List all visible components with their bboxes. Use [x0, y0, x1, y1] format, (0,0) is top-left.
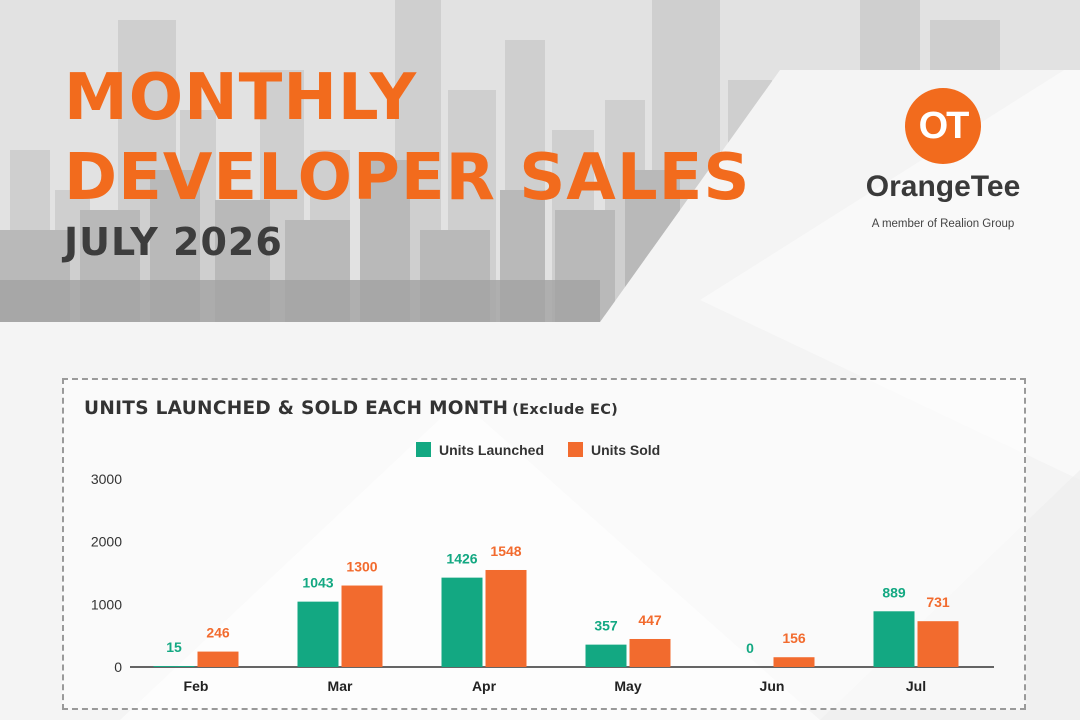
- chart-title-note: (Exclude EC): [512, 402, 619, 418]
- data-label: 447: [638, 612, 662, 628]
- bar-sold: [629, 638, 671, 667]
- bar-sold: [917, 621, 959, 667]
- bar-launched: [153, 666, 195, 667]
- data-label: 246: [206, 625, 230, 641]
- orangetee-logo: OT OrangeTee A member of Realion Group: [855, 88, 1035, 238]
- legend-swatch: [416, 442, 431, 457]
- title-line-2: DEVELOPER SALES: [64, 141, 751, 215]
- bar-launched: [441, 577, 483, 667]
- logo-name: OrangeTee: [865, 170, 1021, 203]
- legend-swatch: [568, 442, 583, 457]
- chart-title-text: UNITS LAUNCHED & SOLD EACH MONTH: [84, 398, 509, 419]
- data-label: 1548: [490, 543, 521, 559]
- bar-launched: [873, 611, 915, 667]
- data-label: 731: [926, 594, 950, 610]
- x-tick-label: Jun: [760, 678, 785, 694]
- x-tick-label: Mar: [328, 678, 353, 694]
- logo-tagline: A member of Realion Group: [871, 218, 1015, 230]
- data-label: 1300: [346, 559, 377, 575]
- chart-panel: UNITS LAUNCHED & SOLD EACH MONTH (Exclude…: [62, 378, 1026, 710]
- bar-chart: 0 1000 2000 3000 15 246 Feb 1043 1300 Mar 1426 1548…: [91, 442, 994, 694]
- legend-label: Units Launched: [439, 442, 544, 458]
- x-tick-label: May: [614, 678, 641, 694]
- x-tick-label: Feb: [184, 678, 209, 694]
- page-subtitle: JULY 2026: [64, 220, 283, 264]
- data-label: 889: [882, 584, 906, 600]
- y-tick-label: 0: [114, 659, 122, 675]
- data-label: 1426: [446, 551, 477, 567]
- legend-label: Units Sold: [591, 442, 660, 458]
- data-label: 15: [166, 639, 182, 655]
- bar-sold: [485, 569, 527, 667]
- chart-title: UNITS LAUNCHED & SOLD EACH MONTH (Exclude…: [84, 398, 618, 419]
- x-tick-label: Apr: [472, 678, 497, 694]
- bar-sold: [197, 651, 239, 667]
- logo-mark-icon: OT: [905, 88, 981, 164]
- bar-launched: [297, 601, 339, 667]
- x-tick-label: Jul: [906, 678, 926, 694]
- data-label: 156: [782, 630, 806, 646]
- y-tick-label: 2000: [91, 534, 122, 550]
- bar-sold: [773, 657, 815, 667]
- bar-sold: [341, 585, 383, 667]
- y-tick-label: 3000: [91, 471, 122, 487]
- data-label: 0: [746, 640, 754, 656]
- data-label: 1043: [302, 575, 333, 591]
- data-label: 357: [594, 618, 618, 634]
- title-line-1: MONTHLY: [64, 61, 418, 135]
- page-title: MONTHLY DEVELOPER SALES: [64, 58, 750, 218]
- y-tick-label: 1000: [91, 596, 122, 612]
- bar-launched: [585, 644, 627, 667]
